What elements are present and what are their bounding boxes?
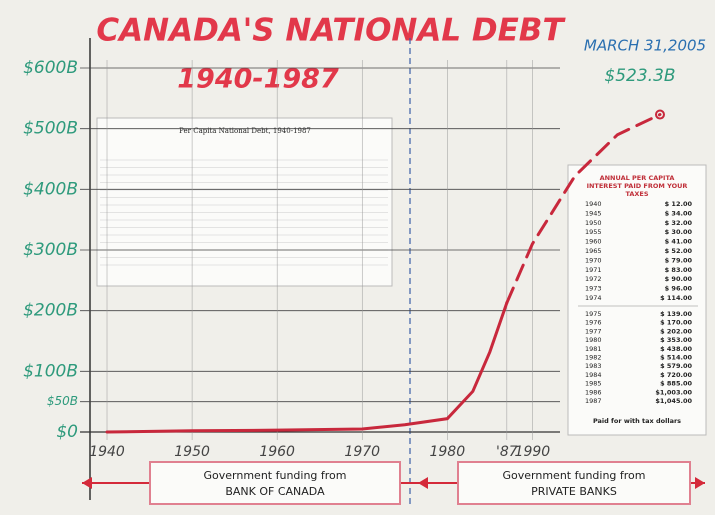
- annotation-value: $523.3B: [604, 66, 675, 86]
- y-tick-label: $0: [56, 422, 78, 442]
- row-amount: $ 12.00: [665, 200, 693, 208]
- row-year: 1977: [585, 327, 602, 335]
- x-tick-label: 1960: [259, 444, 295, 460]
- row-amount: $ 41.00: [665, 238, 693, 246]
- funding-bar: Government funding from BANK OF CANADA G…: [82, 461, 705, 505]
- y-tick-label: $200B: [23, 301, 78, 321]
- row-amount: $ 96.00: [665, 285, 693, 293]
- x-tick-label: 1970: [344, 444, 380, 460]
- x-tick-label: '87: [496, 444, 518, 460]
- row-year: 1985: [585, 380, 602, 388]
- row-amount: $ 139.00: [660, 310, 692, 318]
- row-year: 1983: [585, 362, 602, 370]
- annotation-date: MARCH 31,2005: [584, 37, 706, 55]
- row-amount: $ 79.00: [665, 256, 693, 264]
- row-year: 1976: [585, 319, 602, 327]
- y-tick-label: $50B: [47, 394, 78, 408]
- row-amount: $ 32.00: [665, 219, 693, 227]
- row-year: 1975: [585, 310, 602, 318]
- table-box: [567, 164, 707, 436]
- row-year: 1986: [585, 388, 602, 396]
- row-year: 1987: [585, 397, 602, 405]
- row-amount: $ 114.00: [660, 294, 692, 302]
- x-tick-label: 1940: [89, 444, 125, 460]
- funding-box: [149, 461, 401, 505]
- row-amount: $ 170.00: [660, 319, 692, 327]
- y-tick-label: $500B: [23, 119, 78, 139]
- table-box: [96, 117, 393, 287]
- x-tick-label: 1950: [174, 444, 210, 460]
- row-amount: $ 579.00: [660, 362, 692, 370]
- row-year: 1960: [585, 238, 602, 246]
- row-amount: $ 202.00: [660, 327, 692, 335]
- row-year: 1970: [585, 256, 602, 264]
- row-amount: $1,003.00: [655, 388, 692, 396]
- y-tick-label: $100B: [23, 361, 78, 381]
- table-title: TAXES: [625, 190, 648, 198]
- chart-subtitle: 1940-1987: [177, 64, 339, 95]
- row-amount: $ 514.00: [660, 354, 692, 362]
- row-year: 1950: [585, 219, 602, 227]
- row-amount: $ 34.00: [665, 209, 693, 217]
- row-amount: $ 438.00: [660, 345, 692, 353]
- funding-line: Government funding from: [204, 469, 347, 482]
- row-amount: $ 30.00: [665, 228, 693, 236]
- debt-line: [105, 301, 509, 434]
- row-amount: $1,045.00: [655, 397, 692, 405]
- end-point: [654, 109, 665, 120]
- row-year: 1965: [585, 247, 602, 255]
- funding-line: BANK OF CANADA: [225, 485, 325, 498]
- funding-box: [457, 461, 691, 505]
- row-year: 1981: [585, 345, 602, 353]
- table-footer: Paid for with tax dollars: [593, 417, 681, 425]
- x-tick-label: 1980: [429, 444, 465, 460]
- row-amount: $ 52.00: [665, 247, 693, 255]
- row-year: 1984: [585, 371, 602, 379]
- row-amount: $ 353.00: [660, 336, 692, 344]
- y-tick-label: $600B: [23, 58, 78, 78]
- row-year: 1971: [585, 266, 602, 274]
- row-year: 1945: [585, 209, 602, 217]
- row-year: 1940: [585, 200, 602, 208]
- funding-line: PRIVATE BANKS: [531, 485, 617, 498]
- row-amount: $ 885.00: [660, 380, 692, 388]
- row-amount: $ 90.00: [665, 275, 693, 283]
- row-year: 1974: [585, 294, 602, 302]
- row-year: 1980: [585, 336, 602, 344]
- chart-title: CANADA'S NATIONAL DEBT: [96, 13, 566, 49]
- row-year: 1955: [585, 228, 602, 236]
- row-amount: $ 720.00: [660, 371, 692, 379]
- row-amount: $ 83.00: [665, 266, 693, 274]
- row-year: 1973: [585, 285, 602, 293]
- debt-table: Per Capita National Debt, 1940-1987: [96, 117, 393, 287]
- table-title: ANNUAL PER CAPITA: [600, 174, 675, 182]
- row-year: 1982: [585, 354, 602, 362]
- x-tick-label: 1990: [515, 444, 551, 460]
- table-title: Per Capita National Debt, 1940-1987: [179, 127, 311, 135]
- y-tick-label: $300B: [23, 240, 78, 260]
- row-year: 1972: [585, 275, 602, 283]
- y-tick-label: $400B: [23, 179, 78, 199]
- table-title: INTEREST PAID FROM YOUR: [587, 182, 688, 190]
- funding-line: Government funding from: [503, 469, 646, 482]
